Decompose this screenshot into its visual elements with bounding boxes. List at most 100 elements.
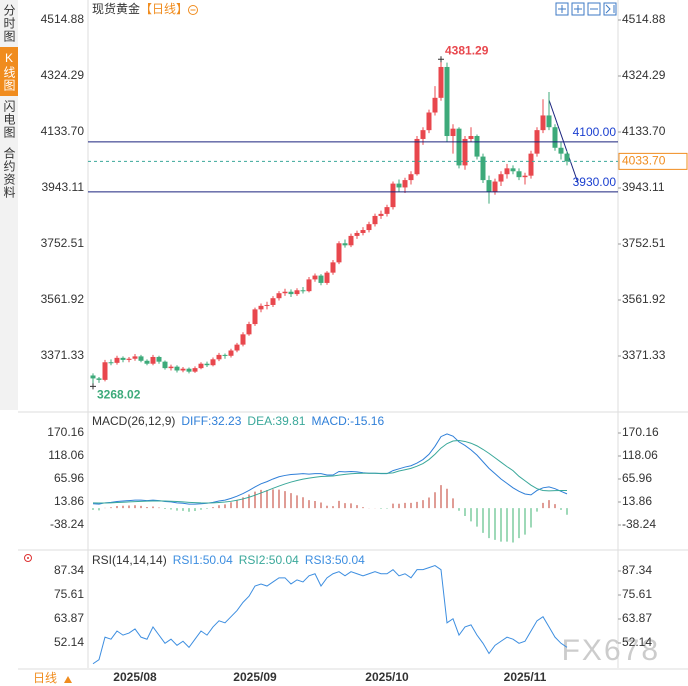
tab[interactable]: 闪电图 <box>2 100 16 139</box>
candle-body <box>510 168 516 172</box>
y-tick-label: 65.96 <box>622 471 652 485</box>
candle-body <box>324 272 330 283</box>
candle-body <box>360 230 366 233</box>
tool-reset[interactable] <box>603 2 617 16</box>
candle-body <box>396 183 402 188</box>
candle-body <box>402 180 408 188</box>
rsi-line <box>92 565 568 665</box>
candle-body <box>156 356 162 362</box>
candle-body <box>216 354 222 360</box>
y-tick-label: 75.61 <box>54 587 84 601</box>
candle-body <box>558 147 564 154</box>
y-tick-label: 63.87 <box>622 611 652 625</box>
y-tick-label: 4514.88 <box>622 12 666 26</box>
extreme-label: 4381.29 <box>445 43 489 57</box>
x-tick-label: 2025/10 <box>365 670 409 684</box>
last-price-label: 4033.70 <box>622 154 666 168</box>
y-tick-label: 3752.51 <box>41 236 85 250</box>
y-tick-label: 87.34 <box>54 563 84 577</box>
y-tick-label: 13.86 <box>622 494 652 508</box>
candle-body <box>450 128 456 137</box>
candle-body <box>408 174 414 181</box>
period-selector[interactable]: 日线 <box>33 671 57 685</box>
candle-body <box>162 361 168 369</box>
candle-body <box>504 168 510 175</box>
extreme-label: 3268.02 <box>97 388 141 402</box>
y-tick-label: -38.24 <box>50 517 84 531</box>
y-tick-label: 4324.29 <box>41 68 85 82</box>
y-tick-label: 3561.92 <box>41 292 85 306</box>
candle-body <box>426 112 432 131</box>
candle-body <box>372 215 378 225</box>
candle-body <box>546 115 552 128</box>
candle-body <box>234 344 240 351</box>
rsi-settings-icon[interactable] <box>24 554 32 562</box>
candle-body <box>168 366 174 369</box>
candle-body <box>522 175 528 178</box>
title: 现货黄金 <box>92 1 140 16</box>
y-tick-label: 3371.33 <box>622 348 666 362</box>
level-label: 4100.00 <box>573 125 617 139</box>
candle-body <box>300 290 306 292</box>
legend-entry: MACD:-15.16 <box>311 414 384 428</box>
candle-body <box>144 360 150 364</box>
candle-body <box>210 359 216 366</box>
candle-body <box>444 66 450 137</box>
candle-body <box>552 127 558 148</box>
tab[interactable]: 分时图 <box>2 4 16 43</box>
extreme-marker <box>438 56 444 63</box>
candle-body <box>414 138 420 175</box>
candle-body <box>252 309 258 325</box>
candle-body <box>228 350 234 356</box>
y-tick-label: 170.16 <box>622 425 659 439</box>
candle-body <box>462 138 468 166</box>
y-tick-label: 3752.51 <box>622 236 666 250</box>
candle-body <box>528 153 534 176</box>
y-tick-label: 75.61 <box>622 587 652 601</box>
x-tick-label: 2025/09 <box>233 670 277 684</box>
x-tick-label: 2025/08 <box>113 670 157 684</box>
candle-body <box>312 275 318 280</box>
candle-body <box>342 243 348 246</box>
legend-title: MACD(26,12,9) <box>92 414 175 428</box>
y-tick-label: 4324.29 <box>622 68 666 82</box>
tool-move[interactable] <box>555 2 569 16</box>
candle-body <box>378 213 384 216</box>
y-tick-label: 3943.11 <box>622 180 665 194</box>
candle-body <box>192 368 198 372</box>
legend-entry: DIFF:32.23 <box>181 414 241 428</box>
y-tick-label: 3371.33 <box>41 348 85 362</box>
y-tick-label: 52.14 <box>54 635 84 649</box>
candle-body <box>240 334 246 345</box>
period-arrow[interactable] <box>64 676 72 683</box>
y-tick-label: 4133.70 <box>622 124 666 138</box>
zoom-icon[interactable] <box>188 5 198 15</box>
y-tick-label: 65.96 <box>54 471 84 485</box>
candle-body <box>366 224 372 231</box>
y-tick-label: 4514.88 <box>41 12 85 26</box>
tab[interactable]: 合约资料 <box>2 147 16 199</box>
level-label: 3930.00 <box>573 175 617 189</box>
candle-body <box>138 356 144 361</box>
tab-active[interactable]: K线图 <box>0 47 18 96</box>
candle-body <box>498 174 504 182</box>
candle-body <box>468 136 474 139</box>
legend-entry: RSI1:50.04 <box>173 553 233 567</box>
candle-body <box>330 262 336 273</box>
y-tick-label: 118.06 <box>48 448 84 462</box>
tool-zoom-in[interactable] <box>571 2 585 16</box>
candle-body <box>282 291 288 294</box>
y-tick-label: 4133.70 <box>41 124 85 138</box>
candle-body <box>336 243 342 263</box>
candle-body <box>126 358 132 360</box>
candle-body <box>264 304 270 306</box>
macd-line <box>92 433 568 505</box>
candle-body <box>474 136 480 157</box>
candle-body <box>90 375 96 379</box>
candle-body <box>516 171 522 178</box>
candle-body <box>480 156 486 181</box>
y-tick-label: 13.86 <box>54 494 84 508</box>
y-tick-label: 87.34 <box>622 563 652 577</box>
tool-zoom-out[interactable] <box>587 2 601 16</box>
